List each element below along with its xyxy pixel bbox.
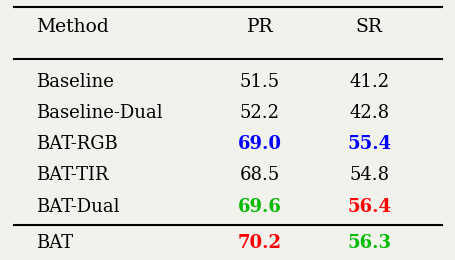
Text: Baseline-Dual: Baseline-Dual — [36, 104, 163, 122]
Text: PR: PR — [246, 18, 273, 36]
Text: 70.2: 70.2 — [238, 234, 281, 252]
Text: BAT-RGB: BAT-RGB — [36, 135, 118, 153]
Text: BAT: BAT — [36, 234, 73, 252]
Text: 56.4: 56.4 — [347, 198, 390, 216]
Text: BAT-TIR: BAT-TIR — [36, 166, 109, 185]
Text: 52.2: 52.2 — [239, 104, 279, 122]
Text: Baseline: Baseline — [36, 73, 114, 91]
Text: BAT-Dual: BAT-Dual — [36, 198, 120, 216]
Text: 42.8: 42.8 — [349, 104, 389, 122]
Text: 68.5: 68.5 — [239, 166, 279, 185]
Text: 54.8: 54.8 — [349, 166, 389, 185]
Text: 41.2: 41.2 — [349, 73, 389, 91]
Text: 51.5: 51.5 — [239, 73, 279, 91]
Text: SR: SR — [355, 18, 382, 36]
Text: 55.4: 55.4 — [347, 135, 390, 153]
Text: 69.6: 69.6 — [238, 198, 281, 216]
Text: 69.0: 69.0 — [238, 135, 281, 153]
Text: 56.3: 56.3 — [347, 234, 390, 252]
Text: Method: Method — [36, 18, 109, 36]
